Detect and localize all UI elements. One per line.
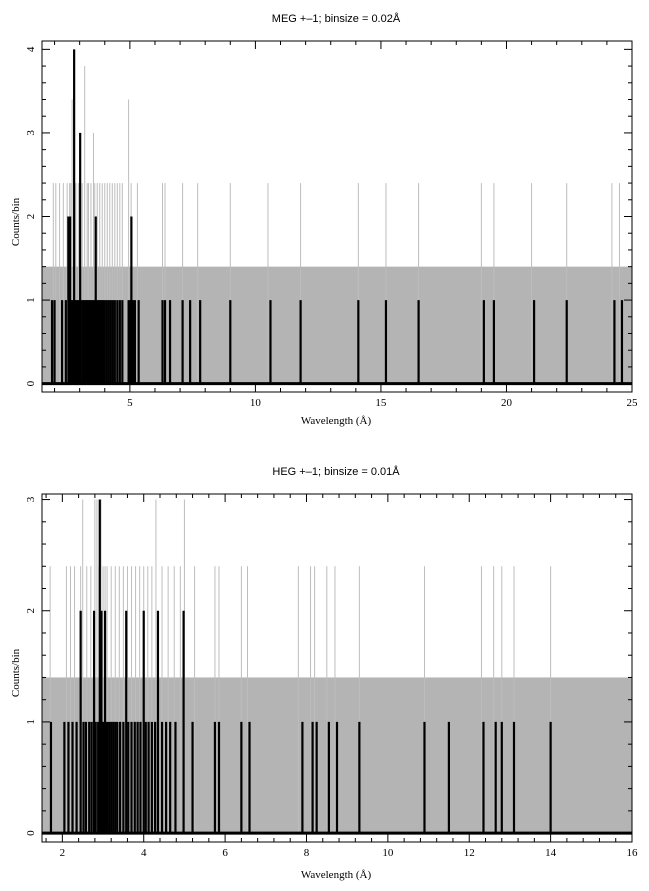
heg-x-tick-label: 2 (60, 847, 66, 859)
meg-y-tick-label: 1 (25, 297, 37, 303)
meg-y-axis-label: Counts/bin (10, 197, 22, 246)
heg-x-tick-label: 12 (464, 847, 475, 859)
heg-x-tick-label: 14 (545, 847, 557, 859)
heg-y-axis-label: Counts/bin (10, 648, 22, 697)
heg-x-axis-label: Wavelength (Å) (301, 869, 372, 881)
meg-x-tick-label: 25 (627, 397, 639, 409)
meg-x-tick-label: 20 (501, 397, 513, 409)
heg-plot-frame (41, 493, 633, 843)
meg-x-axis-label: Wavelength (Å) (301, 415, 372, 427)
heg-x-tick-label: 6 (222, 847, 228, 859)
heg-x-tick-label: 8 (304, 847, 310, 859)
heg-x-tick-label: 16 (627, 847, 639, 859)
meg-x-tick-label: 10 (250, 397, 262, 409)
meg-y-tick-label: 0 (25, 380, 37, 386)
meg-plot-area: 5 10 15 20 25 0 1 2 3 4 (25, 40, 639, 409)
heg-y-tick-label: 3 (25, 496, 37, 502)
heg-spectrum-panel: HEG +–1; binsize = 0.01Å 2 4 6 8 10 12 14 16012… (10, 465, 638, 881)
meg-y-tick-label: 2 (25, 214, 37, 220)
meg-y-tick-label: 3 (25, 130, 37, 136)
heg-y-tick-label: 2 (25, 608, 37, 614)
heg-x-tick-label: 4 (141, 847, 147, 859)
meg-y-tick-label: 4 (25, 46, 37, 52)
meg-x-tick-label: 15 (375, 397, 387, 409)
heg-y-tick-label: 1 (25, 719, 37, 725)
meg-chart-title: MEG +–1; binsize = 0.02Å (272, 12, 401, 25)
meg-x-tick-label: 5 (127, 397, 133, 409)
meg-spectrum-panel: MEG +–1; binsize = 0.02Å 5 10 15 20 2501234 … (10, 12, 638, 427)
heg-chart-title: HEG +–1; binsize = 0.01Å (272, 465, 400, 478)
heg-y-tick-label: 0 (25, 830, 37, 836)
heg-x-tick-label: 10 (382, 847, 394, 859)
